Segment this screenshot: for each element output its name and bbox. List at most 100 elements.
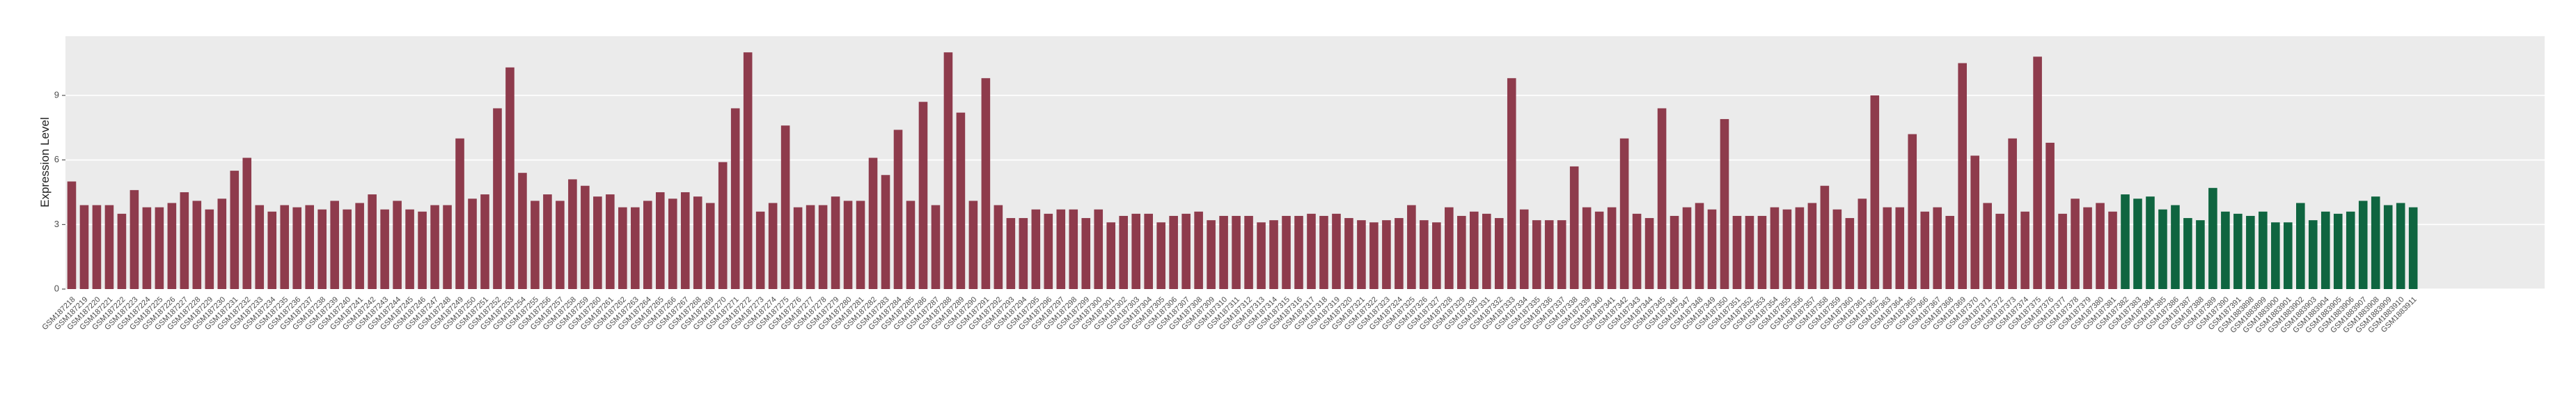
bar: [1319, 215, 1328, 289]
bar: [743, 52, 753, 289]
bar: [2284, 222, 2293, 289]
bar: [1657, 108, 1667, 289]
bar: [443, 205, 452, 289]
bar: [1519, 209, 1529, 289]
bar: [267, 211, 277, 289]
bar: [1420, 220, 1429, 289]
bar: [1557, 220, 1566, 289]
bar: [806, 205, 815, 289]
bar: [468, 199, 477, 289]
bar: [968, 201, 978, 289]
bar: [292, 207, 302, 289]
bar: [606, 194, 615, 289]
bar: [155, 207, 164, 289]
bar: [2096, 203, 2105, 289]
bar: [2221, 211, 2230, 289]
bar: [1820, 185, 1830, 289]
bar: [2233, 213, 2243, 289]
bar: [1457, 215, 1466, 289]
bar: [1031, 209, 1041, 289]
bar: [1207, 220, 1216, 289]
bar: [1619, 138, 1629, 289]
bar: [643, 201, 652, 289]
bar: [2308, 220, 2318, 289]
bar: [556, 201, 565, 289]
bar: [843, 201, 853, 289]
bar: [1106, 222, 1116, 289]
bar: [943, 52, 953, 289]
bar: [793, 207, 803, 289]
bar: [2208, 187, 2217, 289]
bar: [493, 108, 502, 289]
bar: [1707, 209, 1717, 289]
bar: [1056, 209, 1066, 289]
bar: [2071, 199, 2080, 289]
bar: [2121, 194, 2130, 289]
bar: [755, 211, 765, 289]
bar: [317, 209, 327, 289]
bar: [1282, 215, 1291, 289]
bar: [1081, 218, 1091, 289]
bar: [1131, 213, 1140, 289]
bar: [1870, 95, 1880, 289]
bar: [1983, 203, 1992, 289]
bar: [2033, 56, 2042, 289]
bar: [1582, 207, 1592, 289]
bar: [2396, 203, 2405, 289]
bar: [994, 205, 1003, 289]
bar: [1395, 218, 1404, 289]
bar: [718, 162, 728, 289]
bar: [1845, 218, 1855, 289]
bar: [1995, 213, 2004, 289]
bar: [355, 203, 364, 289]
bar: [368, 194, 377, 289]
bar: [730, 108, 740, 289]
bar: [981, 78, 991, 289]
bar: [2358, 201, 2368, 289]
bar: [192, 201, 202, 289]
bar: [1945, 215, 1955, 289]
bar: [1745, 215, 1754, 289]
bar: [1482, 213, 1491, 289]
bar: [881, 175, 890, 289]
bar: [305, 205, 314, 289]
bar: [255, 205, 265, 289]
bar: [167, 203, 177, 289]
bar: [1382, 220, 1391, 289]
bar: [2296, 203, 2305, 289]
y-tick-label: 3: [54, 219, 59, 229]
bar: [2259, 211, 2268, 289]
bar: [2083, 207, 2092, 289]
bar: [2146, 196, 2155, 289]
bar: [568, 179, 577, 289]
bar: [931, 205, 941, 289]
bar: [104, 205, 114, 289]
bar: [79, 205, 89, 289]
y-axis-title: Expression Level: [38, 117, 52, 207]
bar: [1807, 203, 1817, 289]
bar: [1920, 211, 1930, 289]
bar: [1257, 222, 1266, 289]
y-tick-label: 0: [54, 283, 59, 293]
bar: [1470, 211, 1479, 289]
bar: [893, 130, 903, 289]
bar: [1958, 63, 1967, 290]
bar: [631, 207, 640, 289]
bar: [1695, 203, 1704, 289]
bar: [1357, 220, 1366, 289]
bar: [1294, 215, 1303, 289]
bar: [1507, 78, 1516, 289]
bar: [1720, 118, 1729, 289]
bar: [2020, 211, 2029, 289]
bar: [1269, 220, 1278, 289]
bar: [768, 203, 778, 289]
bar: [2246, 215, 2255, 289]
bar: [818, 205, 828, 289]
bar: [242, 157, 252, 289]
bar: [2108, 211, 2117, 289]
bar: [1670, 215, 1679, 289]
bar: [1770, 207, 1780, 289]
bar: [2171, 205, 2180, 289]
bar: [343, 209, 352, 289]
bar: [1219, 215, 1228, 289]
